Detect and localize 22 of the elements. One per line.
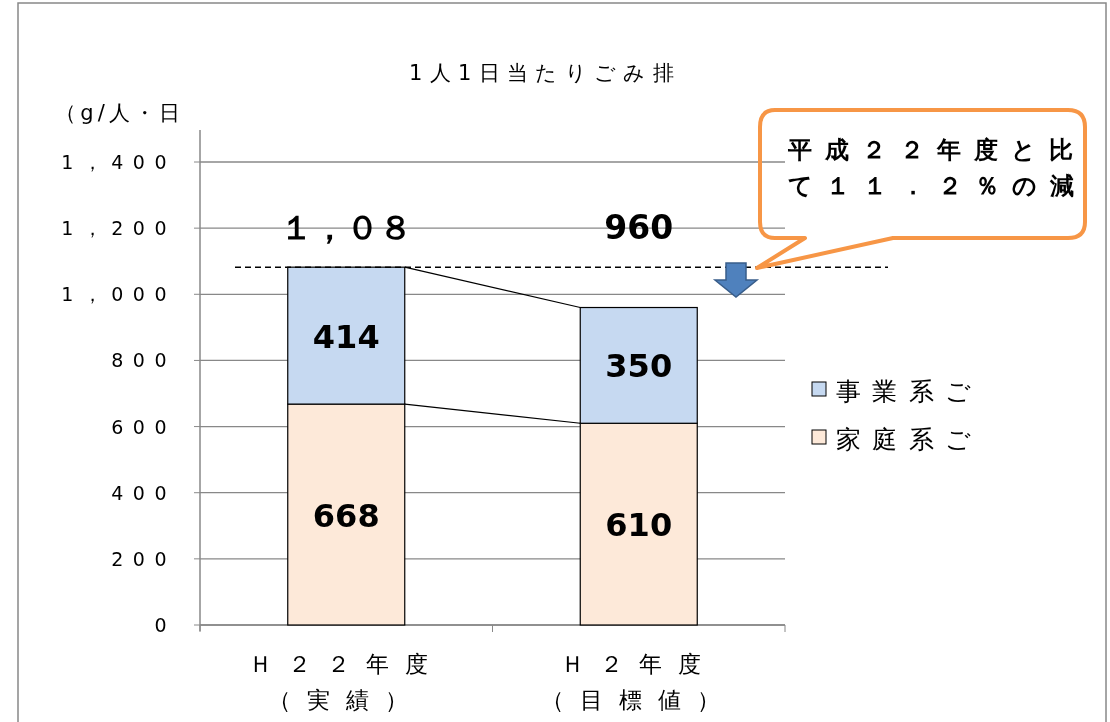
legend-label: 事業系ご [836,377,982,406]
y-tick-label: 800 [111,349,176,372]
y-axis-title: （g/人・日 [55,101,185,125]
data-label: 414 [312,317,380,356]
data-label: 610 [605,506,673,545]
x-tick-label: Ｈ２年度（目標値） [541,651,737,713]
data-label: 350 [605,347,673,386]
y-tick-label: 1，200 [61,217,176,240]
data-label: 668 [312,496,380,535]
y-tick-label: 400 [111,481,176,504]
y-tick-label: 200 [111,547,176,570]
total-label: １，０８ [280,208,413,248]
y-tick-label: 0 [154,614,176,636]
text: て１１．２％の減 [788,172,1088,200]
y-tick-label: 1，400 [61,151,176,173]
chart-title: 1人1日当たりごみ排 [408,61,682,85]
x-tick-label: Ｈ２２年度（実績） [248,651,444,713]
total-label: 960 [604,208,674,248]
text: 平成２２年度と比 [787,136,1087,164]
y-tick-label: 1，000 [61,283,176,306]
y-tick-label: 600 [111,415,176,438]
legend-label: 家庭系ご [836,425,982,454]
